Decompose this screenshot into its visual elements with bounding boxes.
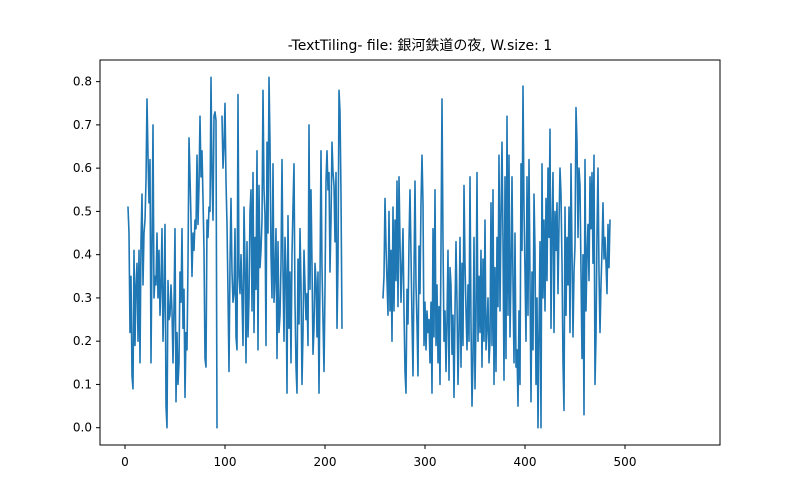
series-layer [127, 76, 611, 429]
y-tick-label: 0.2 [73, 334, 92, 348]
x-tick-label: 300 [414, 455, 437, 469]
series-line-1-segment-1 [127, 76, 218, 429]
chart-title: -TextTiling- file: 銀河鉄道の夜, W.size: 1 [288, 38, 552, 54]
y-axis-ticks: 0.0 0.1 0.2 0.3 0.4 0.5 0.6 0.7 0.8 [73, 75, 100, 435]
series-line-1-segment-2 [221, 76, 343, 394]
x-tick-label: 500 [614, 455, 637, 469]
y-tick-label: 0.7 [73, 118, 92, 132]
x-tick-label: 100 [214, 455, 237, 469]
y-tick-label: 0.6 [73, 161, 92, 175]
y-tick-label: 0.8 [73, 75, 92, 89]
plot-frame [99, 59, 721, 446]
x-axis-ticks: 0 100 200 300 400 500 [121, 445, 636, 469]
y-tick-label: 0.4 [73, 248, 92, 262]
y-tick-label: 0.0 [73, 421, 92, 435]
series-line-2-segment-1 [382, 85, 611, 429]
y-tick-label: 0.5 [73, 204, 92, 218]
x-tick-label: 200 [314, 455, 337, 469]
x-tick-label: 400 [514, 455, 537, 469]
y-tick-label: 0.1 [73, 377, 92, 391]
y-tick-label: 0.3 [73, 291, 92, 305]
x-tick-label: 0 [121, 455, 129, 469]
